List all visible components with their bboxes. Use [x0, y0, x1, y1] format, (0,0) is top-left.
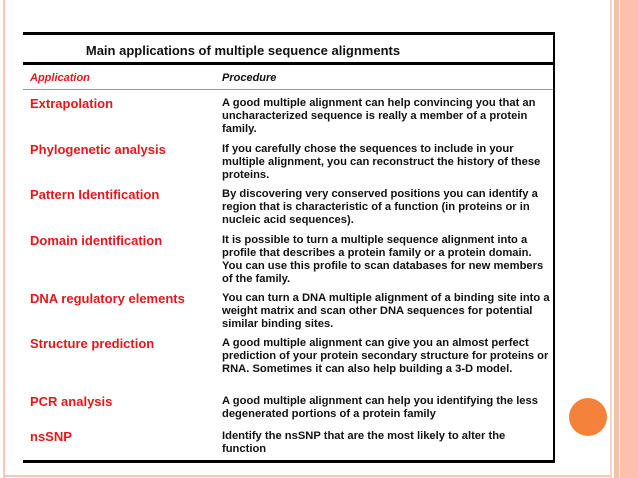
divider: [23, 89, 553, 90]
right-stripe: [620, 0, 638, 478]
slide-bottom-border: [3, 475, 610, 477]
header-application: Application: [30, 72, 90, 84]
row-procedure: It is possible to turn a multiple sequen…: [222, 234, 544, 285]
row-application: Structure prediction: [30, 336, 155, 351]
row-application: Extrapolation: [30, 96, 114, 111]
row-application: Phylogenetic analysis: [30, 142, 166, 157]
decorative-circle: [569, 398, 607, 436]
applications-table: Main applications of multiple sequence a…: [23, 32, 555, 463]
divider: [23, 460, 555, 463]
row-procedure: A good multiple alignment can help convi…: [222, 97, 536, 135]
row-procedure: A good multiple alignment can help you i…: [222, 395, 538, 420]
right-stripe: [614, 0, 619, 478]
row-application: nsSNP: [30, 429, 72, 444]
divider: [23, 62, 553, 65]
row-procedure: You can turn a DNA multiple alignment of…: [222, 292, 550, 330]
slide-left-border: [3, 0, 5, 478]
row-application: Domain identification: [30, 233, 163, 248]
right-stripe: [610, 0, 612, 478]
divider: [23, 32, 553, 35]
row-application: DNA regulatory elements: [30, 291, 185, 306]
row-procedure: If you carefully chose the sequences to …: [222, 143, 541, 181]
row-procedure: By discovering very conserved positions …: [222, 188, 538, 226]
header-procedure: Procedure: [222, 72, 277, 84]
row-application: PCR analysis: [30, 394, 113, 409]
row-application: Pattern Identification: [30, 187, 160, 202]
table-title: Main applications of multiple sequence a…: [85, 43, 401, 58]
row-procedure: Identify the nsSNP that are the most lik…: [222, 430, 506, 455]
row-procedure: A good multiple alignment can give you a…: [222, 337, 549, 375]
